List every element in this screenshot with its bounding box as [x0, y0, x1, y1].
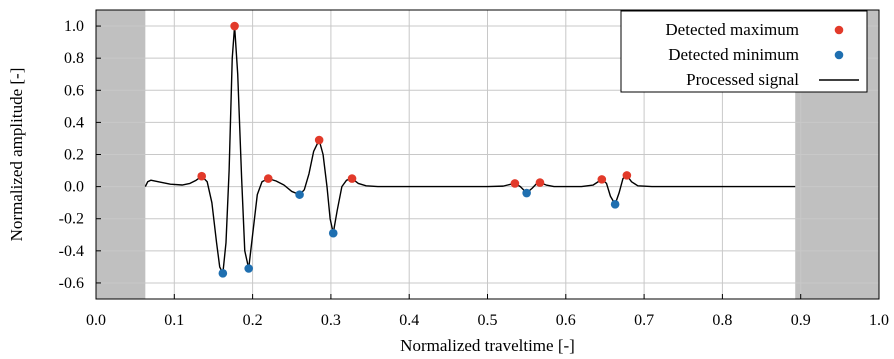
minimum-point-2: [295, 190, 304, 199]
x-axis-title: Normalized traveltime [-]: [400, 336, 575, 355]
minimum-point-5: [610, 199, 620, 209]
legend-swatch-detected-minimum: [834, 50, 844, 60]
minimum-point-0: [218, 269, 228, 278]
x-tick-label-8: 0.8: [712, 312, 732, 329]
x-tick-labels: 0.0 0.1 0.2 0.3 0.4 0.5 0.6 0.7 0.8 0.9 1.0: [86, 312, 889, 329]
legend-swatches: [819, 25, 859, 81]
maximum-point-8: [622, 171, 632, 180]
maximum-point-6: [535, 178, 545, 187]
y-tick-label-8: 1.0: [64, 18, 84, 35]
legend-label-detected-maximum: Detected maximum: [665, 20, 799, 39]
y-tick-label-1: -0.4: [59, 243, 84, 260]
maximum-point-7: [597, 175, 607, 184]
ticks: [95, 25, 880, 299]
x-tick-label-3: 0.3: [321, 312, 341, 329]
maximum-point-5: [510, 179, 520, 188]
maximum-point-3: [314, 135, 324, 145]
maximum-point-1: [230, 21, 239, 31]
minimum-point-4: [522, 188, 531, 198]
y-tick-label-0: -0.6: [59, 275, 84, 292]
y-tick-label-7: 0.8: [64, 50, 84, 67]
signal-layer: [144, 25, 796, 275]
x-tick-label-9: 0.9: [791, 312, 811, 329]
y-tick-labels: -0.6 -0.4 -0.2 0.0 0.2 0.4 0.6 0.8 1.0: [59, 18, 84, 292]
y-tick-label-3: 0.0: [64, 179, 84, 196]
y-tick-label-4: 0.2: [64, 147, 84, 164]
grid: [95, 10, 880, 299]
x-tick-label-2: 0.2: [243, 312, 263, 329]
minimum-point-1: [244, 264, 253, 273]
maximum-point-4: [347, 174, 357, 183]
maximum-point-2: [263, 174, 273, 183]
detected-points: [197, 21, 632, 278]
x-tick-label-5: 0.5: [478, 312, 498, 329]
x-tick-label-7: 0.7: [634, 312, 654, 329]
x-tick-label-4: 0.4: [399, 312, 419, 329]
legend-box: [620, 10, 868, 93]
y-tick-label-5: 0.4: [64, 114, 84, 131]
y-tick-label-2: -0.2: [59, 211, 84, 228]
series-line-processed-signal: [144, 25, 796, 275]
legend: Detected maximum Detected minimum Proces…: [620, 10, 868, 93]
x-tick-label-10: 1.0: [869, 312, 889, 329]
legend-label-detected-minimum: Detected minimum: [668, 45, 799, 64]
legend-label-processed-signal: Processed signal: [686, 70, 799, 89]
x-tick-label-6: 0.6: [556, 312, 576, 329]
y-axis-title: Normalized amplitude [-]: [7, 68, 26, 242]
y-tick-label-6: 0.6: [64, 82, 84, 99]
legend-swatch-detected-maximum: [834, 25, 844, 35]
maximum-point-0: [197, 171, 207, 181]
x-tick-label-0: 0.0: [86, 312, 106, 329]
minimum-point-3: [328, 228, 338, 238]
x-tick-label-1: 0.1: [164, 312, 184, 329]
